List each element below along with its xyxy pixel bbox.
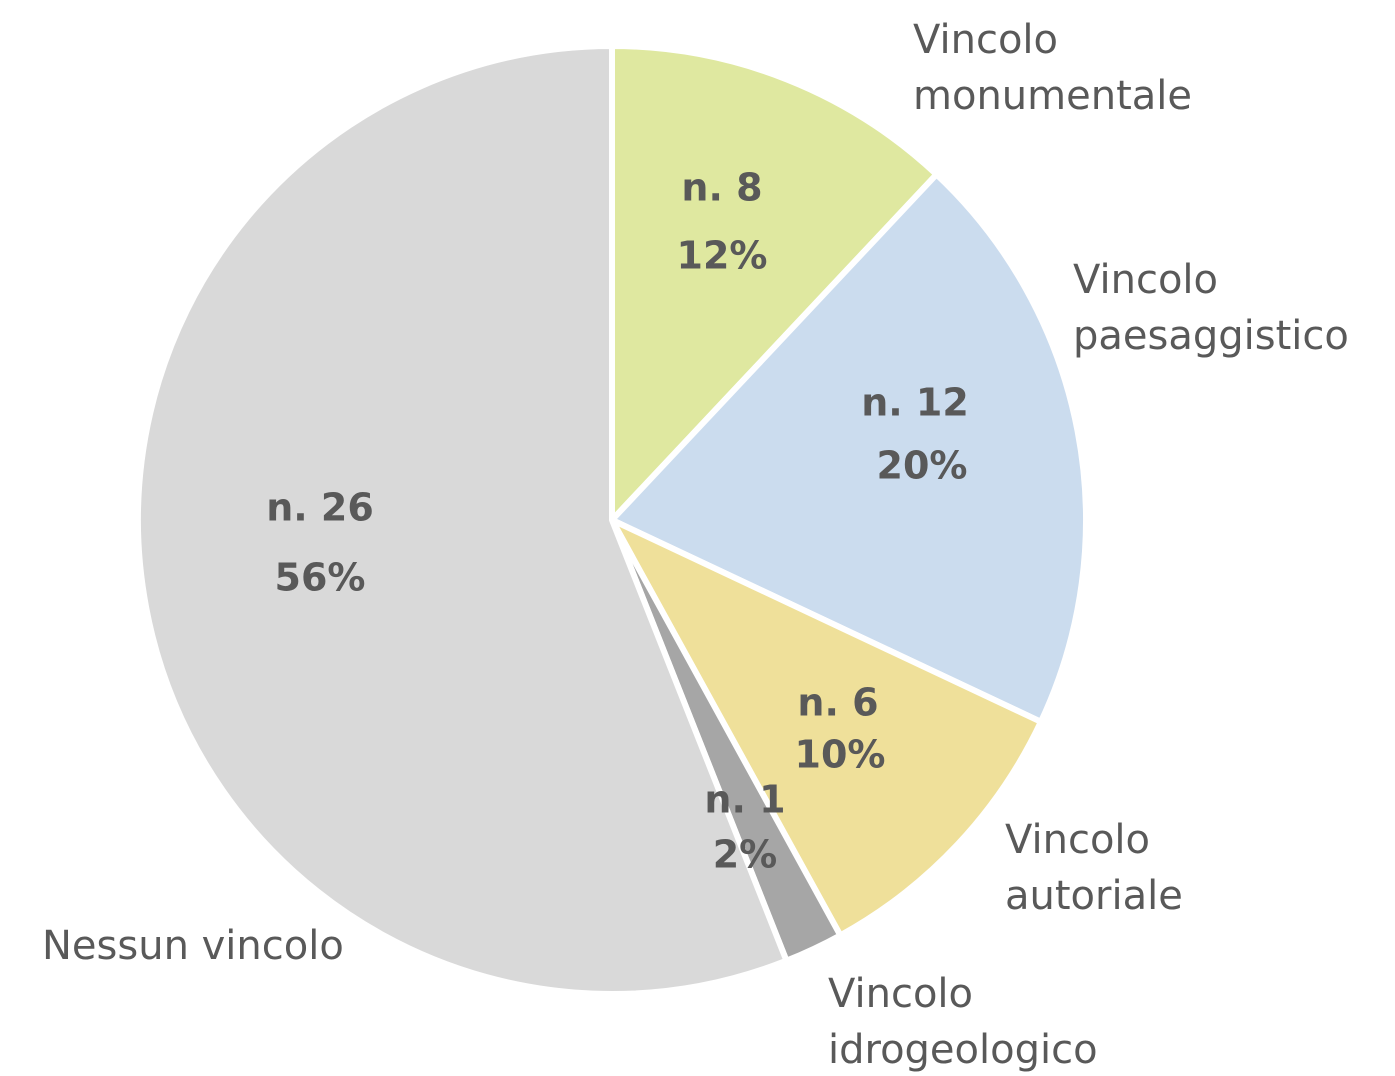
pie-slice bbox=[609, 517, 1044, 939]
category-label: Vincolo paesaggistico bbox=[1073, 257, 1349, 359]
pie-slice bbox=[609, 171, 1089, 725]
count-label: n. 12 bbox=[861, 381, 969, 425]
value-label: 2% bbox=[713, 833, 778, 877]
pie-slice bbox=[135, 43, 790, 997]
category-label: Vincolo autoriale bbox=[1005, 817, 1183, 919]
value-label: 56% bbox=[275, 556, 366, 600]
count-label: n. 8 bbox=[681, 166, 762, 210]
count-label: n. 26 bbox=[266, 486, 374, 530]
value-label: 12% bbox=[677, 234, 768, 278]
value-label: 20% bbox=[877, 444, 968, 488]
count-label: n. 1 bbox=[704, 778, 785, 822]
value-label: 10% bbox=[795, 733, 886, 777]
category-label: Vincolo monumentale bbox=[913, 17, 1192, 119]
count-label: n. 6 bbox=[797, 681, 878, 725]
pie-slice bbox=[609, 43, 940, 523]
category-label: Vincolo idrogeologico bbox=[828, 971, 1098, 1073]
category-label: Nessun vincolo bbox=[42, 923, 344, 969]
